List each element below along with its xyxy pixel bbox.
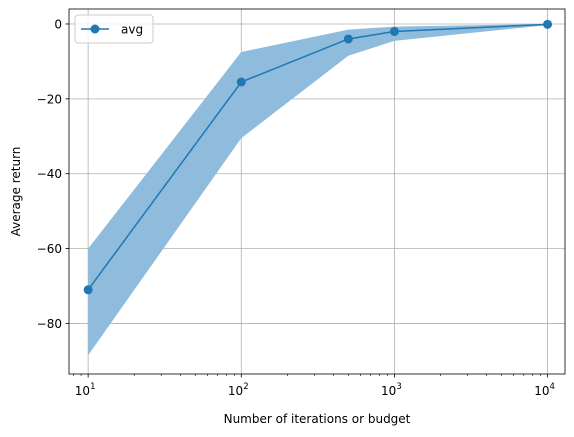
y-tick-label: 0 (54, 17, 62, 31)
legend: avg (74, 14, 154, 44)
x-tick-label: 103 (381, 382, 402, 398)
x-tick-label: 104 (534, 382, 555, 398)
y-axis-label: Average return (9, 147, 23, 237)
x-tick-label: 102 (228, 382, 249, 398)
series-markers (83, 19, 553, 295)
data-point (236, 77, 246, 87)
y-tick-label: −80 (37, 317, 62, 331)
x-axis-label: Number of iterations or budget (224, 412, 411, 426)
legend-box (74, 14, 154, 44)
confidence-band (88, 23, 548, 356)
y-tick-label: −20 (37, 92, 62, 106)
y-tick-label: −40 (37, 167, 62, 181)
y-axis-ticks: 0 −20 −40 −60 −80 (37, 17, 69, 331)
plot-frame (68, 8, 566, 375)
data-point (389, 26, 399, 36)
legend-marker-avg (90, 24, 100, 34)
data-point (83, 285, 93, 295)
legend-label-avg: avg (121, 23, 143, 37)
data-point (343, 34, 353, 44)
x-tick-label: 101 (75, 382, 96, 398)
data-point (543, 19, 553, 29)
y-tick-label: −60 (37, 242, 62, 256)
x-axis-ticks: 101 102 103 104 (75, 374, 555, 398)
